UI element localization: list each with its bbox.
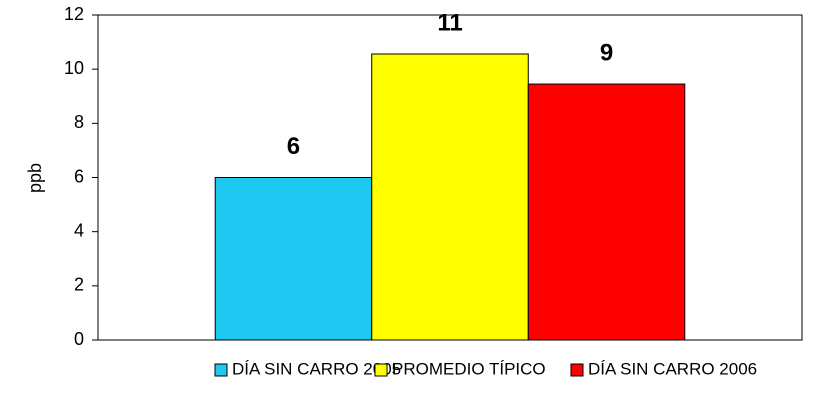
bar bbox=[214, 177, 373, 341]
y-axis-label: ppb bbox=[25, 163, 45, 193]
y-tick-label: 0 bbox=[74, 329, 84, 349]
y-tick-label: 2 bbox=[74, 275, 84, 295]
y-tick-label: 4 bbox=[74, 220, 84, 240]
y-tick-label: 12 bbox=[64, 4, 84, 24]
legend-swatch bbox=[374, 363, 388, 377]
y-tick-label: 6 bbox=[74, 166, 84, 186]
y-tick-label: 8 bbox=[74, 112, 84, 132]
legend-label: PROMEDIO TÍPICO bbox=[392, 359, 546, 378]
y-tick-label: 10 bbox=[64, 58, 84, 78]
data-label: 9 bbox=[600, 39, 613, 66]
bar bbox=[527, 83, 686, 341]
legend-label: DÍA SIN CARRO 2006 bbox=[588, 359, 757, 378]
legend-swatch bbox=[214, 363, 228, 377]
data-label: 6 bbox=[287, 133, 300, 160]
legend-label: DÍA SIN CARRO 2005 bbox=[232, 359, 401, 378]
data-label: 11 bbox=[437, 9, 462, 36]
bar bbox=[371, 53, 529, 341]
legend-swatch bbox=[570, 363, 584, 377]
